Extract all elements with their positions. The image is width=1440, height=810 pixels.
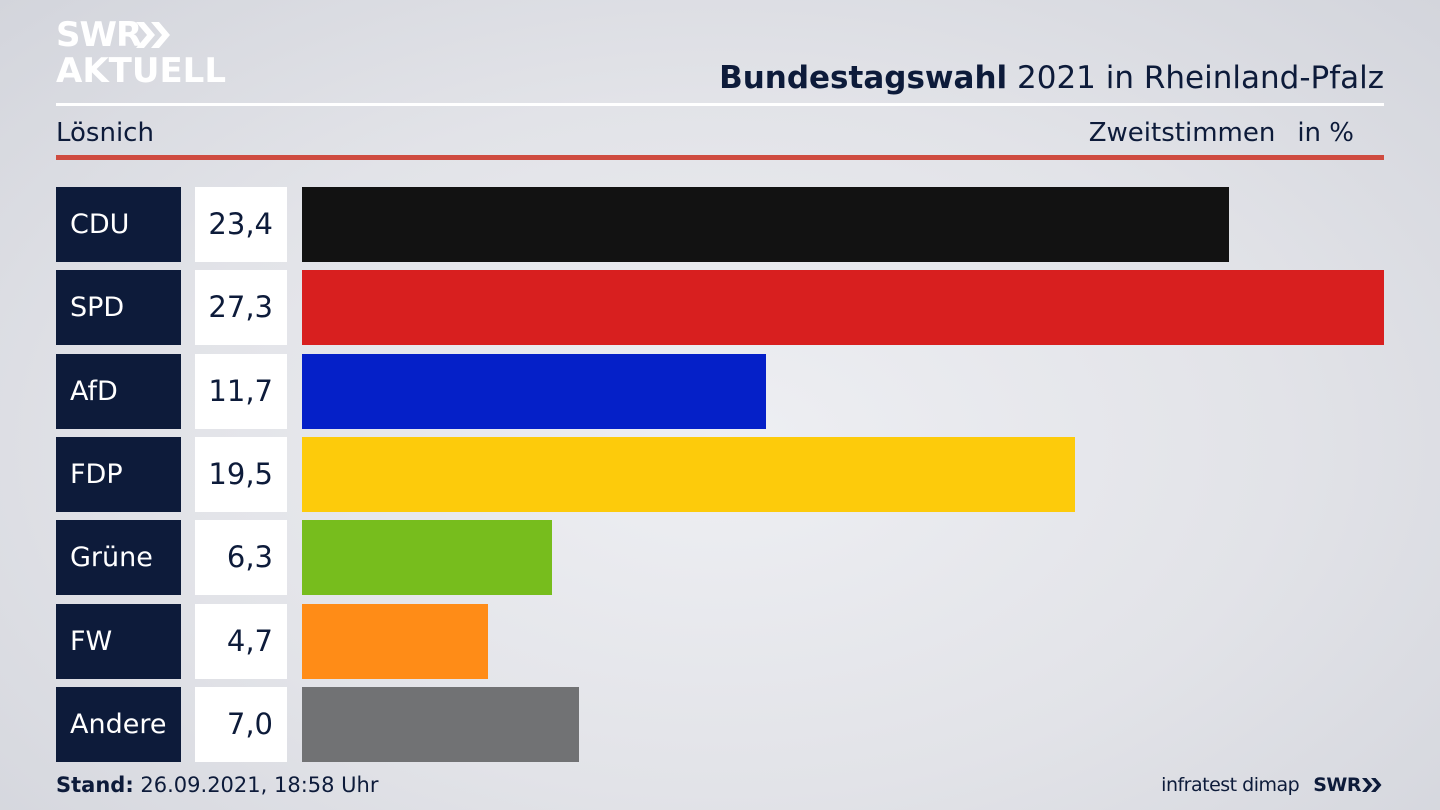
title-rest: 2021 in Rheinland-Pfalz [1007, 60, 1384, 96]
measure-label: Zweitstimmen in % [1089, 116, 1354, 150]
bar-2 [302, 354, 766, 429]
location-label: Lösnich [56, 118, 154, 148]
source-credit: infratest dimap SWR [1161, 771, 1384, 799]
bar-value-label-6: 7,0 [195, 687, 287, 762]
bar-value-label-2: 11,7 [195, 354, 287, 429]
bar-6 [302, 687, 579, 762]
logo-line-swr: SWR [56, 15, 142, 55]
bar-label-2: AfD [56, 354, 181, 429]
measure-text: Zweitstimmen [1088, 118, 1276, 148]
bar-value-label-0: 23,4 [195, 187, 287, 262]
bar-label-1: SPD [56, 270, 181, 345]
title-bold: Bundestagswahl [719, 60, 1008, 96]
bar-0 [302, 187, 1229, 262]
bar-value-label-1: 27,3 [195, 270, 287, 345]
source-label: infratest dimap [1161, 774, 1300, 796]
bar-value-label-3: 19,5 [195, 437, 287, 512]
stand-value: 26.09.2021, 18:58 Uhr [133, 773, 379, 797]
page-title: Bundestagswahl 2021 in Rheinland-Pfalz [719, 58, 1384, 98]
bar-label-0: CDU [56, 187, 181, 262]
bar-label-5: FW [56, 604, 181, 679]
accent-divider [56, 155, 1384, 160]
bar-1 [302, 270, 1384, 345]
bar-4 [302, 520, 552, 595]
brand-label: SWR [1313, 774, 1361, 796]
timestamp: Stand: 26.09.2021, 18:58 Uhr [56, 771, 379, 799]
swr-aktuell-logo: SWR AKTUELL [56, 16, 226, 92]
stand-label: Stand: [56, 773, 134, 797]
bar-label-6: Andere [56, 687, 181, 762]
bar-value-label-5: 4,7 [195, 604, 287, 679]
unit-text: in % [1297, 118, 1354, 148]
bar-5 [302, 604, 488, 679]
bar-label-3: FDP [56, 437, 181, 512]
bar-value-label-4: 6,3 [195, 520, 287, 595]
bar-3 [302, 437, 1075, 512]
bar-label-4: Grüne [56, 520, 181, 595]
double-chevron-icon [1362, 778, 1382, 792]
logo-line-aktuell: AKTUELL [56, 51, 227, 91]
double-chevron-icon [136, 22, 170, 48]
header-divider [56, 103, 1384, 106]
